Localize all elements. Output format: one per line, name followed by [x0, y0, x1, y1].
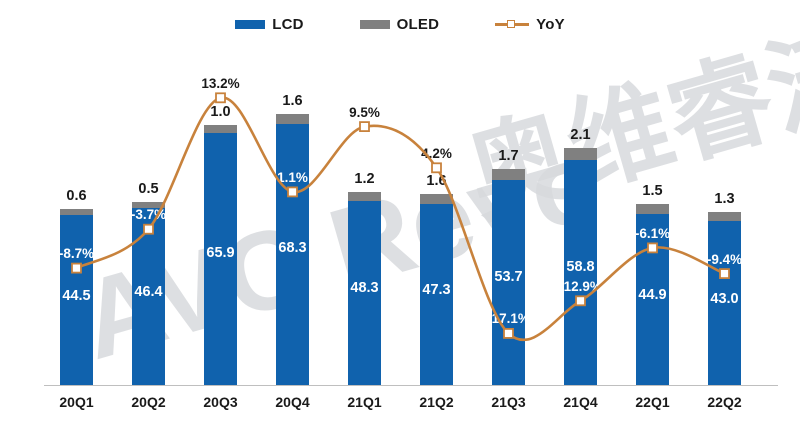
- yoy-value-label: 4.2%: [421, 145, 452, 161]
- bar-value-label-oled: 1.0: [210, 104, 231, 121]
- x-axis-tick-label: 20Q2: [131, 394, 166, 410]
- yoy-value-label: -3.7%: [130, 207, 167, 223]
- bar-value-label-oled: 2.1: [570, 127, 591, 144]
- bar-value-label-oled: 1.6: [282, 93, 303, 110]
- x-axis-tick-label: 22Q1: [635, 394, 670, 410]
- yoy-value-label: -9.4%: [706, 251, 743, 267]
- bar-segment-oled[interactable]: [348, 191, 381, 201]
- legend-item-label: LCD: [272, 16, 304, 33]
- bar-value-label-lcd: 44.5: [62, 287, 91, 304]
- x-axis-tick-label: 22Q2: [707, 394, 742, 410]
- yoy-value-label: 13.2%: [201, 75, 240, 91]
- bar-segment-oled[interactable]: [636, 203, 669, 214]
- yoy-value-label: -8.7%: [58, 246, 95, 262]
- bar-segment-oled[interactable]: [492, 169, 525, 180]
- bar-value-label-oled: 1.7: [498, 148, 519, 165]
- x-axis-tick-label: 20Q3: [203, 394, 238, 410]
- bar-value-label-oled: 0.5: [138, 180, 159, 197]
- yoy-value-label: -17.1%: [487, 311, 530, 327]
- bar-value-label-oled: 0.6: [66, 187, 87, 204]
- x-axis-tick-label: 21Q1: [347, 394, 382, 410]
- x-axis-tick-label: 21Q3: [491, 394, 526, 410]
- yoy-value-label: 1.1%: [277, 169, 308, 185]
- legend-item-oled[interactable]: OLED: [359, 16, 440, 33]
- bar-value-label-lcd: 47.3: [422, 282, 451, 299]
- bar-value-label-lcd: 58.8: [566, 259, 595, 276]
- bar-value-label-oled: 1.3: [714, 190, 735, 207]
- bar-value-label-lcd: 43.0: [710, 290, 739, 307]
- yoy-value-label: -12.9%: [559, 278, 602, 294]
- x-axis-tick-label: 20Q1: [59, 394, 94, 410]
- bar-segment-oled[interactable]: [564, 148, 597, 161]
- bar-segment-oled[interactable]: [708, 211, 741, 221]
- bar-value-label-lcd: 44.9: [638, 286, 667, 303]
- bar-value-label-lcd: 65.9: [206, 245, 235, 262]
- bar-segment-oled[interactable]: [420, 194, 453, 205]
- bar-value-label-oled: 1.2: [354, 170, 375, 187]
- chart-legend: LCD OLED YoY: [0, 16, 800, 33]
- legend-item-lcd[interactable]: LCD: [235, 16, 303, 33]
- bar-value-label-lcd: 48.3: [350, 280, 379, 297]
- x-axis-tick-label: 21Q2: [419, 394, 454, 410]
- bar-value-label-oled: 1.5: [642, 182, 663, 199]
- bar-segment-oled[interactable]: [204, 125, 237, 134]
- yoy-value-label: -6.1%: [634, 225, 671, 241]
- bar-value-label-oled: 1.6: [426, 173, 447, 190]
- legend-item-label: OLED: [396, 16, 440, 33]
- bar-value-label-lcd: 53.7: [494, 269, 523, 286]
- bar-segment-oled[interactable]: [276, 114, 309, 125]
- yoy-value-label: 9.5%: [349, 104, 380, 120]
- x-axis-tick-label: 20Q4: [275, 394, 310, 410]
- legend-item-label: YoY: [536, 16, 565, 33]
- x-axis-tick-label: 21Q4: [563, 394, 598, 410]
- bar-value-label-lcd: 68.3: [278, 240, 307, 257]
- bar-swatch-icon: [235, 20, 266, 29]
- line-marker-icon: [495, 19, 530, 30]
- x-axis-line: [44, 385, 778, 386]
- bar-value-label-lcd: 46.4: [134, 283, 163, 300]
- legend-item-yoy[interactable]: YoY: [495, 16, 565, 33]
- bar-swatch-icon: [359, 20, 390, 29]
